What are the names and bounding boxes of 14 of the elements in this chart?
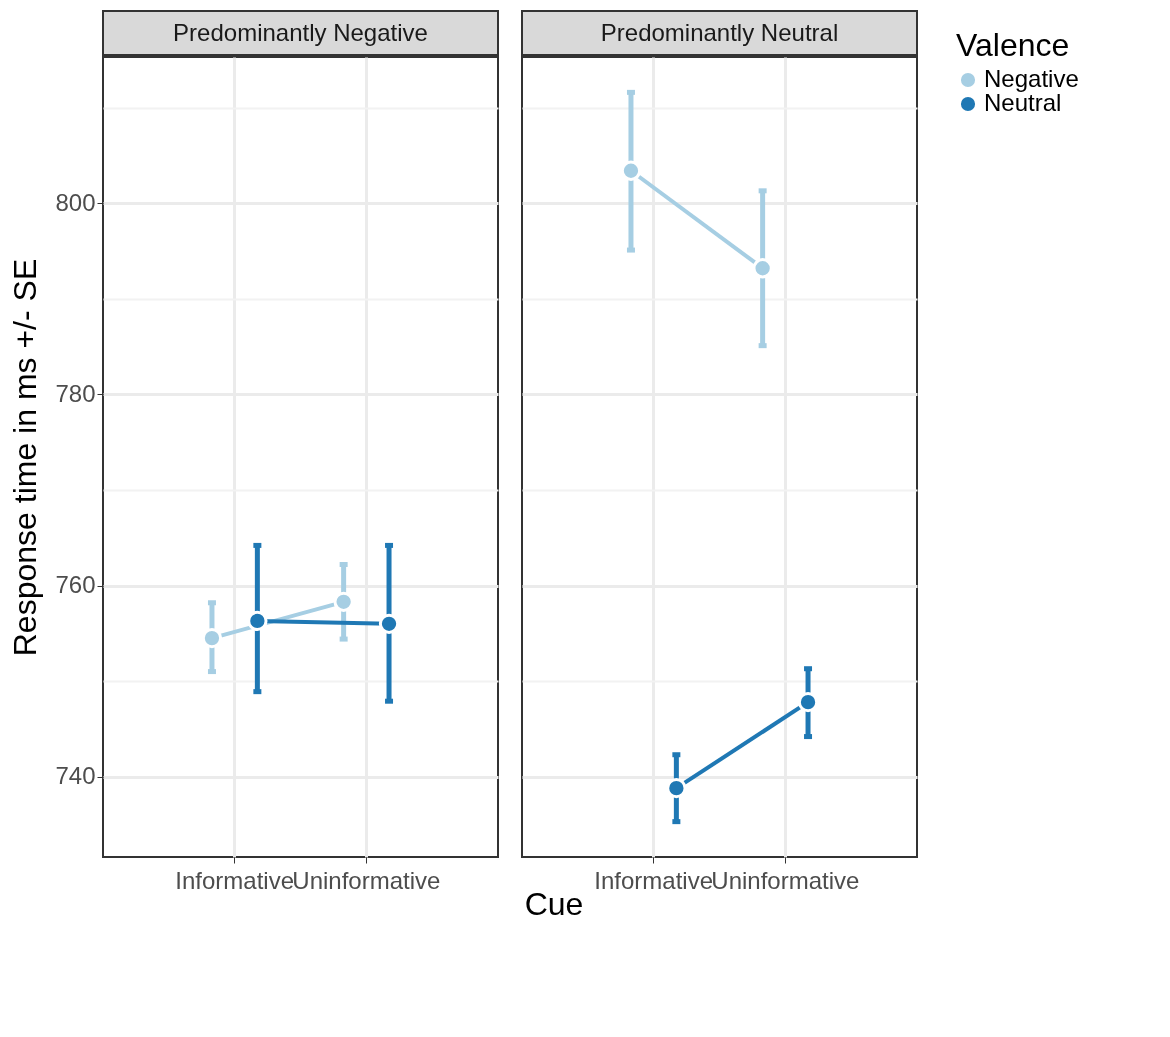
y-tick-label: 780 <box>55 379 96 407</box>
y-tick-label: 760 <box>55 571 96 599</box>
y-tick-label: 740 <box>55 762 96 790</box>
legend-title: Valence <box>956 27 1070 63</box>
x-tick-label: Uninformative <box>292 866 441 894</box>
x-tick-label: Uninformative <box>711 866 860 894</box>
x-tick-label: Informative <box>175 866 295 894</box>
chart-title: Predominantly Neutral <box>600 19 839 46</box>
y-tick-label: 800 <box>55 188 96 216</box>
x-axis-title: Cue <box>524 886 584 922</box>
y-axis-title: Response time in ms +/- SE <box>7 258 44 657</box>
x-tick-label: Informative <box>594 866 714 894</box>
legend-label: Negative <box>984 65 1079 92</box>
chart-title: Predominantly Negative <box>173 19 428 46</box>
